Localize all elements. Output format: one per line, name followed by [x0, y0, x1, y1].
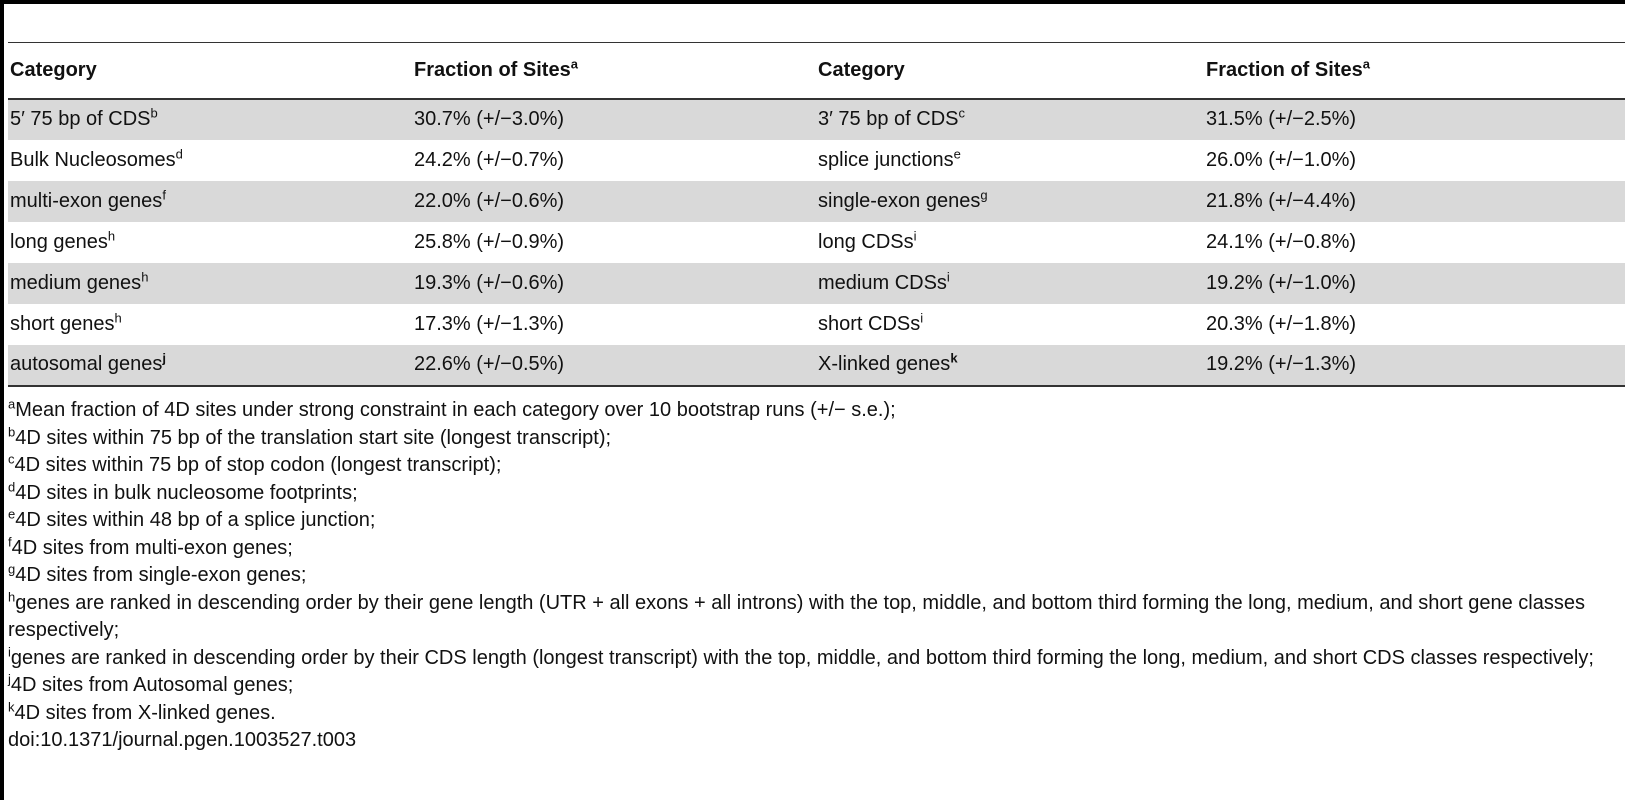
table-cell: 20.3% (+/−1.8%) — [1206, 312, 1357, 335]
table-cell: long genesh — [10, 227, 116, 253]
table-row: short genesh 17.3% (+/−1.3%) short CDSsi… — [8, 304, 1625, 345]
table-cell: long CDSsi — [818, 227, 917, 253]
top-rule — [0, 0, 1625, 4]
table-cell: 17.3% (+/−1.3%) — [414, 312, 565, 335]
table-cell: 31.5% (+/−2.5%) — [1204, 98, 1625, 140]
data-table-container: Category Fraction of Sitesa Category Fra… — [8, 42, 1625, 387]
table-cell: 24.2% (+/−0.7%) — [414, 148, 565, 171]
table-cell: 22.6% (+/−0.5%) — [412, 344, 816, 387]
footnote: d4D sites in bulk nucleosome footprints; — [8, 478, 358, 504]
table-cell: medium CDSsi — [816, 262, 1204, 304]
table-row: long genesh 25.8% (+/−0.9%) long CDSsi 2… — [8, 222, 1625, 263]
table-cell: 30.7% (+/−3.0%) — [412, 98, 816, 140]
footnote: j4D sites from Autosomal genes; — [8, 671, 294, 696]
footnote: k4D sites from X-linked genes. — [8, 698, 276, 724]
footnote: g4D sites from single-exon genes; — [8, 561, 307, 586]
header-category-2: Category — [816, 42, 1204, 100]
table-cell: short CDSsi — [818, 309, 924, 335]
footnote: f4D sites from multi-exon genes; — [8, 533, 293, 559]
table-row: Bulk Nucleosomesd 24.2% (+/−0.7%) splice… — [8, 140, 1625, 181]
table-cell: 24.1% (+/−0.8%) — [1206, 230, 1357, 253]
table-row: medium genesh 19.3% (+/−0.6%) medium CDS… — [8, 262, 1625, 304]
table-row: 5′ 75 bp of CDSb 30.7% (+/−3.0%) 3′ 75 b… — [8, 98, 1625, 140]
table-cell: 25.8% (+/−0.9%) — [414, 230, 565, 253]
table-cell: 22.0% (+/−0.6%) — [412, 180, 816, 222]
table-cell: medium genesh — [8, 262, 412, 304]
footnote: c4D sites within 75 bp of stop codon (lo… — [8, 451, 502, 476]
footnote: aMean fraction of 4D sites under strong … — [8, 396, 896, 421]
footnote: hgenes are ranked in descending order by… — [8, 588, 1585, 641]
header-category-1: Category — [8, 42, 412, 100]
table-cell: short genesh — [10, 309, 122, 335]
table-cell: 19.2% (+/−1.3%) — [1204, 344, 1625, 387]
table-cell: autosomal genesj — [8, 344, 412, 387]
table-row: autosomal genesj 22.6% (+/−0.5%) X-linke… — [8, 344, 1625, 387]
table-cell: Bulk Nucleosomesd — [10, 145, 183, 171]
header-row: Category Fraction of Sitesa Category Fra… — [8, 42, 1625, 100]
footnote: b4D sites within 75 bp of the translatio… — [8, 423, 612, 449]
footnotes: aMean fraction of 4D sites under strong … — [8, 397, 1625, 755]
footnote: igenes are ranked in descending order by… — [8, 643, 1594, 669]
table-cell: 19.2% (+/−1.0%) — [1204, 262, 1625, 304]
table-cell: 21.8% (+/−4.4%) — [1204, 180, 1625, 222]
header-fraction-2: Fraction of Sitesa — [1204, 42, 1625, 100]
left-border — [0, 0, 4, 800]
table-cell: multi-exon genesf — [8, 180, 412, 222]
table-cell: 5′ 75 bp of CDSb — [8, 98, 412, 140]
table-row: multi-exon genesf 22.0% (+/−0.6%) single… — [8, 180, 1625, 222]
data-table: Category Fraction of Sitesa Category Fra… — [8, 42, 1625, 387]
table-cell: splice junctionse — [818, 145, 961, 171]
table-cell: 19.3% (+/−0.6%) — [412, 262, 816, 304]
doi-link[interactable]: doi:10.1371/journal.pgen.1003527.t003 — [8, 729, 357, 751]
table-cell: single-exon genesg — [816, 180, 1204, 222]
table-cell: 3′ 75 bp of CDSc — [816, 98, 1204, 140]
footnote: e4D sites within 48 bp of a splice junct… — [8, 506, 376, 531]
table-cell: X-linked genesk — [816, 344, 1204, 387]
header-fraction-1: Fraction of Sitesa — [412, 42, 816, 100]
table-cell: 26.0% (+/−1.0%) — [1206, 148, 1357, 171]
